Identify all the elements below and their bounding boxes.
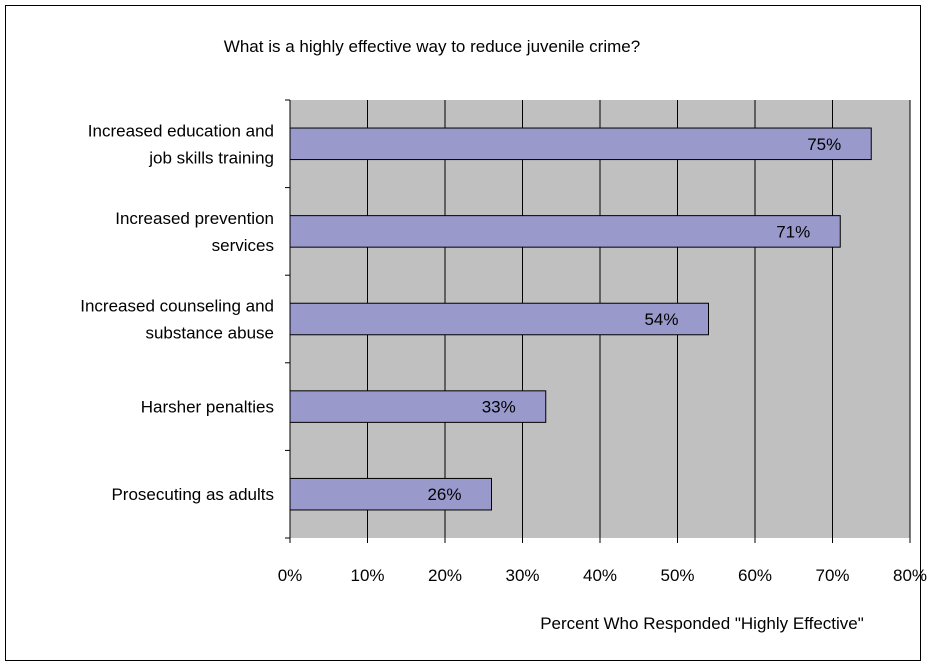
data-label: 71% [776,222,810,241]
x-tick-label: 50% [660,566,694,585]
x-tick-label: 0% [278,566,303,585]
category-label: Increased counseling and [80,297,274,316]
bar [289,215,841,248]
data-label: 26% [427,485,461,504]
bar [289,390,547,423]
x-axis-label: Percent Who Responded "Highly Effective" [540,614,864,633]
data-label: 33% [482,398,516,417]
x-tick-label: 30% [505,566,539,585]
x-tick-label: 40% [583,566,617,585]
chart-title: What is a highly effective way to reduce… [224,37,640,56]
x-tick-label: 70% [815,566,849,585]
category-label: Prosecuting as adults [111,485,274,504]
category-label: Increased education and [88,121,274,140]
bar [289,477,492,511]
x-tick-label: 20% [428,566,462,585]
category-label: Increased prevention [115,209,274,228]
bar [289,302,709,336]
bar [289,127,872,161]
x-tick-label: 80% [893,566,927,585]
category-label: job skills training [148,148,274,167]
x-tick-label: 60% [738,566,772,585]
category-label: Harsher penalties [141,398,274,417]
x-tick-label: 10% [350,566,384,585]
data-label: 75% [807,135,841,154]
category-label: substance abuse [145,324,274,343]
data-label: 54% [644,310,678,329]
category-label: services [212,236,274,255]
